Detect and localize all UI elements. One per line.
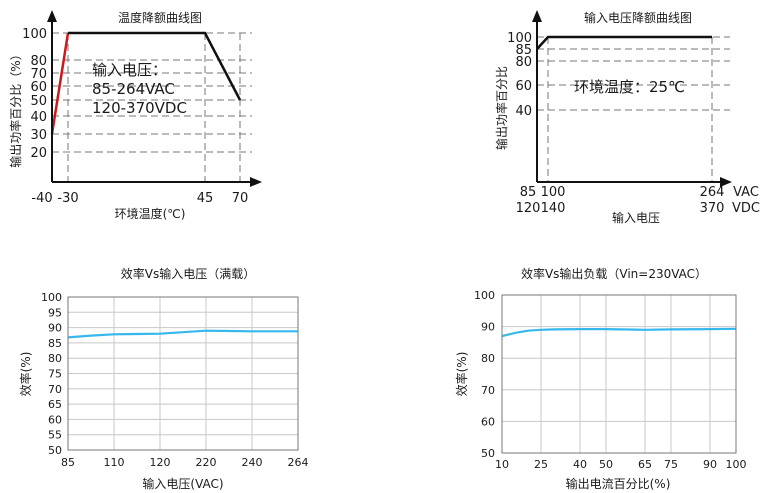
chart1-y-tick-label: 100 xyxy=(22,27,47,42)
chart4-frame xyxy=(501,294,737,454)
chart2-x-label: 输入电压 xyxy=(612,210,660,225)
chart3-x-tick-label: 85 xyxy=(61,456,75,469)
chart1-y-tick-label: 40 xyxy=(30,110,47,125)
chart4-x-tick-label: 10 xyxy=(495,458,509,471)
chart1-x-axis-arrow xyxy=(250,177,262,187)
chart2-x-tick-label-dc: VDC xyxy=(732,201,760,216)
chart3-y-tick-label: 55 xyxy=(48,429,62,442)
chart1-annotation-line1: 输入电压： xyxy=(92,61,167,79)
chart1-y-tick-label: 80 xyxy=(30,54,47,69)
chart2-x-axis-arrow xyxy=(720,177,732,187)
chart-efficiency-vs-input-voltage: 效率Vs输入电压（满载） 100 95 90 85 80 75 70 65 60 55 50 85 1… xyxy=(18,266,309,491)
chart3-y-tick-label: 85 xyxy=(48,337,62,350)
chart2-x-tick-label: 264 xyxy=(700,185,725,200)
chart2-y-tick-label: 85 xyxy=(515,43,532,58)
chart3-x-tick-label: 240 xyxy=(242,456,263,469)
chart1-y-tick-label: 60 xyxy=(30,80,47,95)
chart1-y-label: 输出功率百分比（%） xyxy=(8,48,23,167)
chart4-y-tick-label: 50 xyxy=(481,447,495,460)
chart4-x-tick-label: 100 xyxy=(726,458,747,471)
chart2-annotation: 环境温度：25℃ xyxy=(574,78,685,96)
chart4-x-label: 输出电流百分比(%) xyxy=(566,476,671,491)
chart3-title: 效率Vs输入电压（满载） xyxy=(121,266,255,281)
chart2-y-tick-label: 60 xyxy=(515,79,532,94)
chart2-y-tick-label: 80 xyxy=(515,55,532,70)
chart1-title: 温度降额曲线图 xyxy=(118,10,202,25)
chart4-y-tick-label: 70 xyxy=(481,384,495,397)
chart3-x-label: 输入电压(VAC) xyxy=(142,476,223,491)
chart1-y-tick-label: 30 xyxy=(30,128,47,143)
chart1-x-tick-label: 70 xyxy=(232,191,249,206)
chart3-y-tick-label: 80 xyxy=(48,352,62,365)
chart3-y-tick-label: 95 xyxy=(48,306,62,319)
chart2-x-tick-label: VAC xyxy=(733,185,759,200)
chart3-x-tick-label: 220 xyxy=(196,456,217,469)
chart1-y-tick-label: 50 xyxy=(30,94,47,109)
chart2-y-label: 输出功率百分比 xyxy=(494,66,509,150)
chart3-y-tick-label: 65 xyxy=(48,398,62,411)
chart1-y-tick-label: 20 xyxy=(30,146,47,161)
chart4-y-tick-label: 80 xyxy=(481,352,495,365)
chart1-series-black-line xyxy=(68,31,242,101)
chart4-y-label: 效率(%) xyxy=(454,352,469,397)
chart2-series-line xyxy=(536,35,712,50)
chart2-x-tick-label-dc: 120 xyxy=(516,201,541,216)
chart3-y-tick-label: 50 xyxy=(48,444,62,457)
chart4-title: 效率Vs输出负载（Vin=230VAC） xyxy=(521,266,707,281)
chart1-x-label: 环境温度(℃) xyxy=(115,206,186,221)
chart2-y-tick-label: 100 xyxy=(507,31,532,46)
chart-efficiency-vs-output-load: 效率Vs输出负载（Vin=230VAC） 100 90 80 70 60 50 10 25 4… xyxy=(454,266,747,491)
chart3-y-tick-label: 60 xyxy=(48,413,62,426)
chart4-y-tick-label: 100 xyxy=(474,289,495,302)
chart4-y-tick-label: 90 xyxy=(481,321,495,334)
chart1-x-tick-label: 45 xyxy=(197,191,214,206)
chart2-y-axis-arrow xyxy=(532,10,542,22)
chart3-y-tick-label: 75 xyxy=(48,368,62,381)
chart3-x-tick-label: 120 xyxy=(150,456,171,469)
chart4-x-tick-label: 90 xyxy=(703,458,717,471)
chart4-x-tick-label: 50 xyxy=(599,458,613,471)
chart3-y-label: 效率(%) xyxy=(18,352,33,397)
chart2-x-tick-label-dc: 140 xyxy=(541,201,566,216)
chart2-x-tick-label: 100 xyxy=(541,185,566,200)
chart2-x-tick-label: 85 xyxy=(520,185,537,200)
chart3-series-line xyxy=(67,329,298,339)
chart2-y-tick-label: 40 xyxy=(515,104,532,119)
chart1-y-axis-arrow xyxy=(47,10,57,22)
chart4-series-line xyxy=(501,327,737,338)
chart1-x-tick-label: -40 xyxy=(31,191,52,206)
chart3-x-tick-label: 264 xyxy=(288,456,309,469)
chart4-x-tick-label: 65 xyxy=(638,458,652,471)
chart4-x-tick-label: 75 xyxy=(664,458,678,471)
chart3-y-tick-label: 90 xyxy=(48,322,62,335)
chart3-y-tick-label: 100 xyxy=(41,291,62,304)
chart2-x-tick-label-dc: 370 xyxy=(700,201,725,216)
chart1-annotation-line2: 85-264VAC xyxy=(92,80,175,98)
chart1-y-tick-label: 70 xyxy=(30,67,47,82)
chart2-title: 输入电压降额曲线图 xyxy=(584,10,692,25)
chart1-annotation-line3: 120-370VDC xyxy=(92,99,187,117)
chart1-x-tick-label: -30 xyxy=(57,191,78,206)
chart1-series-red-line xyxy=(50,32,70,135)
chart4-x-tick-label: 25 xyxy=(534,458,548,471)
chart4-y-tick-label: 60 xyxy=(481,415,495,428)
chart3-frame xyxy=(67,296,299,451)
chart4-x-tick-label: 40 xyxy=(573,458,587,471)
chart3-x-tick-label: 110 xyxy=(104,456,125,469)
chart3-y-tick-label: 70 xyxy=(48,383,62,396)
